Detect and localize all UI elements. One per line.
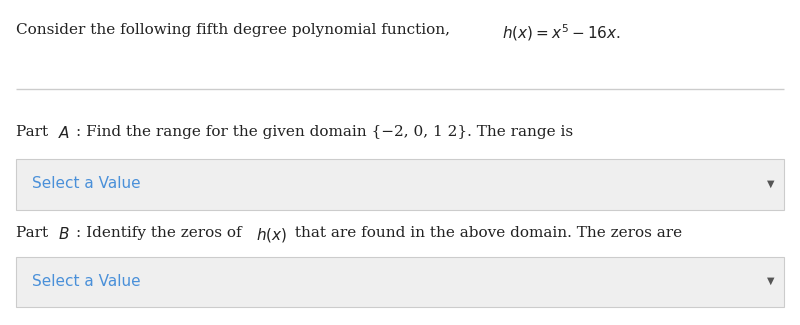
Text: : Find the range for the given domain {−2, 0, 1 2}. The range is: : Find the range for the given domain {−… bbox=[76, 125, 573, 139]
Text: $\mathit{A}$: $\mathit{A}$ bbox=[58, 125, 70, 141]
FancyBboxPatch shape bbox=[16, 257, 784, 307]
Text: Part: Part bbox=[16, 125, 53, 139]
Text: that are found in the above domain. The zeros are: that are found in the above domain. The … bbox=[290, 226, 682, 240]
Text: $h(x)$: $h(x)$ bbox=[256, 226, 287, 244]
FancyBboxPatch shape bbox=[16, 159, 784, 210]
Text: Select a Value: Select a Value bbox=[32, 274, 141, 289]
Text: Consider the following fifth degree polynomial function,: Consider the following fifth degree poly… bbox=[16, 23, 455, 37]
Text: ▼: ▼ bbox=[767, 276, 774, 286]
Text: Select a Value: Select a Value bbox=[32, 176, 141, 191]
Text: $h(x) = x^{5} - 16x$.: $h(x) = x^{5} - 16x$. bbox=[502, 23, 622, 44]
Text: $\mathit{B}$: $\mathit{B}$ bbox=[58, 226, 70, 242]
Text: ▼: ▼ bbox=[767, 179, 774, 188]
Text: Part: Part bbox=[16, 226, 53, 240]
Text: : Identify the zeros of: : Identify the zeros of bbox=[76, 226, 246, 240]
